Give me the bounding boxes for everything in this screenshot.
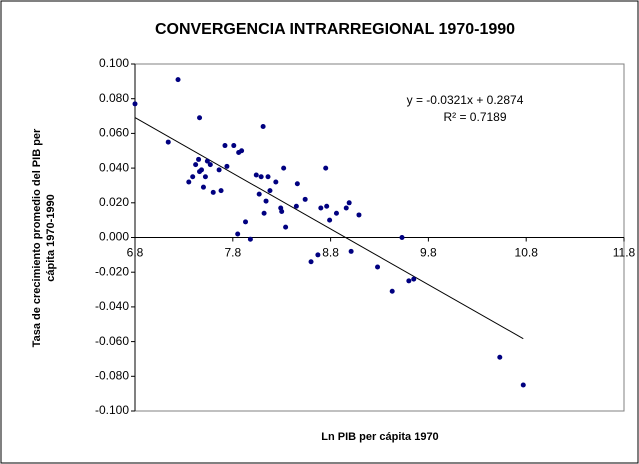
x-tick-label: 6.8 <box>127 246 144 260</box>
data-point <box>263 198 269 204</box>
data-point <box>283 224 289 230</box>
data-point <box>261 210 267 216</box>
data-point <box>218 188 224 194</box>
data-point <box>294 181 300 187</box>
y-tick-label: 0.080 <box>99 91 129 105</box>
data-point <box>235 231 241 237</box>
y-tick-label: -0.060 <box>95 334 129 348</box>
data-point <box>197 115 203 121</box>
data-point <box>222 143 228 149</box>
data-point <box>199 167 205 173</box>
data-point <box>267 188 273 194</box>
data-point <box>256 191 262 197</box>
data-point <box>204 158 210 164</box>
y-tick-label: -0.040 <box>95 299 129 313</box>
data-point <box>253 172 259 178</box>
trendline-r-squared: R² = 0.7189 <box>443 110 506 124</box>
y-tick-label: 0.000 <box>99 230 129 244</box>
data-point <box>224 163 230 169</box>
y-tick-label: 0.040 <box>99 160 129 174</box>
x-tick-label: 7.8 <box>224 246 241 260</box>
data-point <box>399 235 405 240</box>
data-point <box>324 203 330 209</box>
y-tick-label: 0.060 <box>99 126 129 140</box>
data-point <box>497 354 503 360</box>
data-point <box>346 200 352 206</box>
data-point <box>348 248 354 254</box>
data-point <box>190 174 196 180</box>
data-point <box>411 276 417 282</box>
data-point <box>389 288 395 294</box>
data-point <box>315 252 321 258</box>
trendline-equation: y = -0.0321x + 0.2874 <box>407 93 524 107</box>
data-point <box>239 148 245 154</box>
x-tick-label: 11.8 <box>613 246 636 260</box>
y-tick-label: -0.080 <box>95 368 129 382</box>
data-point <box>520 382 526 388</box>
x-tick-label: 8.8 <box>322 246 339 260</box>
data-point <box>200 184 206 190</box>
data-point <box>207 162 213 168</box>
data-point <box>343 205 349 211</box>
y-tick-label: -0.100 <box>95 403 129 417</box>
y-tick-label: -0.020 <box>95 264 129 278</box>
y-tick-label: 0.100 <box>99 56 129 70</box>
data-point <box>210 189 216 195</box>
data-point <box>231 143 237 149</box>
data-point <box>247 236 253 242</box>
data-point <box>302 196 308 202</box>
data-point <box>265 174 271 180</box>
data-point <box>260 123 266 129</box>
data-point <box>196 156 202 162</box>
data-point <box>193 162 199 168</box>
data-point <box>293 203 299 209</box>
data-point <box>375 264 381 270</box>
x-axis-title: Ln PIB per cápita 1970 <box>321 431 438 443</box>
y-tick-label: 0.020 <box>99 195 129 209</box>
y-axis-title: Tasa de crecimiento promedio del PIB per… <box>31 128 57 347</box>
data-point <box>327 217 333 223</box>
data-point <box>273 179 279 185</box>
chart-title: CONVERGENCIA INTRARREGIONAL 1970-1990 <box>155 21 515 38</box>
data-point <box>175 77 181 83</box>
data-point <box>216 167 222 173</box>
data-point <box>323 165 329 171</box>
data-point <box>281 165 287 171</box>
trendline <box>134 117 524 340</box>
data-point <box>308 259 314 265</box>
data-point <box>318 205 324 211</box>
x-tick-label: 10.8 <box>515 246 539 260</box>
data-point <box>258 174 264 180</box>
data-point <box>406 278 412 284</box>
y-axis-title-line: Tasa de crecimiento promedio del PIB per <box>31 128 43 347</box>
data-point <box>165 139 171 145</box>
data-point <box>186 179 192 185</box>
data-point <box>356 212 362 218</box>
data-point <box>202 174 208 180</box>
data-point <box>243 219 249 225</box>
data-point <box>333 210 339 216</box>
y-axis-title-line: cápita 1970-1990 <box>45 194 57 281</box>
x-tick-label: 9.8 <box>420 246 437 260</box>
data-point <box>279 208 285 214</box>
data-point <box>132 101 138 107</box>
